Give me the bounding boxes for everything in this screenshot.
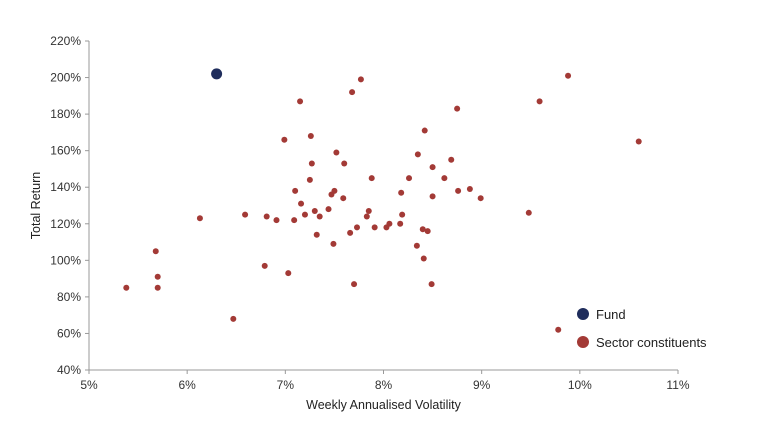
legend-marker-fund [577, 308, 589, 320]
sector-constituent-point [363, 213, 370, 220]
sector-constituent-point [429, 164, 436, 171]
x-axis-title: Weekly Annualised Volatility [306, 398, 461, 412]
x-tick-label: 6% [178, 378, 196, 392]
sector-constituent-point [154, 273, 161, 280]
sector-constituent-point [301, 211, 308, 218]
x-tick-label: 7% [277, 378, 295, 392]
sector-constituent-point [333, 149, 340, 156]
sector-constituent-point [414, 151, 421, 158]
y-axis-ticks: 40% 60% 80% 100% 120% 140% 160% 180% 200% 220% [50, 34, 89, 377]
sector-constituent-point [421, 127, 428, 134]
y-tick-label: 100% [50, 253, 81, 267]
sector-constituent-point [397, 220, 404, 227]
sector-constituent-point [386, 220, 393, 227]
sector-constituent-point [477, 195, 484, 202]
sector-constituent-point [281, 136, 288, 143]
sector-constituent-point [398, 189, 405, 196]
sector-constituent-point [123, 284, 130, 291]
sector-constituent-point [419, 226, 426, 233]
sector-constituent-point [536, 98, 543, 105]
sector-constituent-point [368, 175, 375, 182]
sector-constituent-point [263, 213, 270, 220]
y-tick-label: 160% [50, 144, 81, 158]
legend-label-fund: Fund [596, 307, 626, 322]
sector-constituent-point [261, 262, 268, 269]
sector-constituent-point [154, 284, 161, 291]
y-tick-label: 120% [50, 217, 81, 231]
sector-constituent-point [429, 193, 436, 200]
sector-constituent-point [399, 211, 406, 218]
sector-constituent-point [365, 207, 372, 214]
sector-constituent-point [330, 240, 337, 247]
sector-constituent-point [448, 156, 455, 163]
sector-constituent-point [428, 281, 435, 288]
sector-constituent-point [325, 206, 332, 213]
y-tick-label: 40% [57, 363, 81, 377]
sector-constituent-point [351, 281, 358, 288]
fund-point [211, 68, 223, 80]
data-points [123, 68, 642, 333]
sector-constituent-point [371, 224, 378, 231]
x-tick-label: 5% [80, 378, 98, 392]
sector-constituent-point [331, 187, 338, 194]
sector-constituent-point [340, 195, 347, 202]
sector-constituent-point [347, 229, 354, 236]
sector-constituent-point [635, 138, 642, 145]
sector-constituent-point [306, 176, 313, 183]
sector-constituent-point [307, 133, 314, 140]
sector-constituent-point [454, 105, 461, 112]
sector-constituent-point [413, 242, 420, 249]
sector-constituent-point [297, 98, 304, 105]
sector-constituent-point [285, 270, 292, 277]
sector-constituent-point [455, 187, 462, 194]
sector-constituent-point [292, 187, 299, 194]
y-axis-title: Total Return [29, 172, 43, 239]
sector-constituent-point [230, 315, 237, 322]
sector-constituent-point [406, 175, 413, 182]
y-tick-label: 80% [57, 290, 81, 304]
sector-constituent-point [291, 217, 298, 224]
sector-constituent-point [308, 160, 315, 167]
sector-constituent-point [357, 76, 364, 83]
sector-constituent-point [441, 175, 448, 182]
sector-constituent-point [152, 248, 159, 255]
sector-constituent-point [273, 217, 280, 224]
sector-constituent-point [242, 211, 249, 218]
x-tick-label: 11% [666, 378, 689, 392]
x-tick-label: 8% [375, 378, 393, 392]
legend: Fund Sector constituents [577, 307, 707, 350]
sector-constituent-point [466, 186, 473, 193]
y-tick-label: 140% [50, 180, 81, 194]
y-tick-label: 200% [50, 71, 81, 85]
sector-constituent-point [196, 215, 203, 222]
sector-constituent-point [420, 255, 427, 262]
sector-constituent-point [341, 160, 348, 167]
x-tick-label: 9% [473, 378, 491, 392]
x-tick-label: 10% [568, 378, 592, 392]
sector-constituent-point [298, 200, 305, 207]
y-tick-label: 220% [50, 34, 81, 48]
sector-constituent-point [311, 207, 318, 214]
sector-constituent-point [565, 72, 572, 79]
sector-constituent-point [555, 326, 562, 333]
sector-constituent-point [316, 213, 323, 220]
legend-label-sector-constituents: Sector constituents [596, 335, 707, 350]
sector-constituent-point [424, 228, 431, 235]
sector-constituent-point [353, 224, 360, 231]
x-axis-ticks: 5% 6% 7% 8% 9% 10% 11% [80, 370, 690, 392]
y-tick-label: 180% [50, 107, 81, 121]
sector-constituent-point [525, 209, 532, 216]
y-tick-label: 60% [57, 326, 81, 340]
sector-constituent-point [313, 231, 320, 238]
sector-constituent-point [349, 89, 356, 96]
axes [88, 41, 678, 371]
legend-marker-sector-constituents [577, 336, 589, 348]
